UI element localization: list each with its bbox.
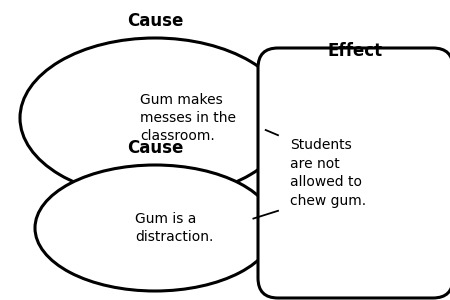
Ellipse shape bbox=[35, 165, 275, 291]
Ellipse shape bbox=[20, 38, 290, 198]
Text: Gum is a
distraction.: Gum is a distraction. bbox=[135, 212, 213, 244]
Text: Students
are not
allowed to
chew gum.: Students are not allowed to chew gum. bbox=[290, 138, 366, 208]
Text: Gum makes
messes in the
classroom.: Gum makes messes in the classroom. bbox=[140, 93, 236, 143]
Text: Effect: Effect bbox=[328, 42, 383, 60]
Text: Cause: Cause bbox=[127, 139, 183, 157]
FancyBboxPatch shape bbox=[258, 48, 450, 298]
Text: Cause: Cause bbox=[127, 12, 183, 30]
